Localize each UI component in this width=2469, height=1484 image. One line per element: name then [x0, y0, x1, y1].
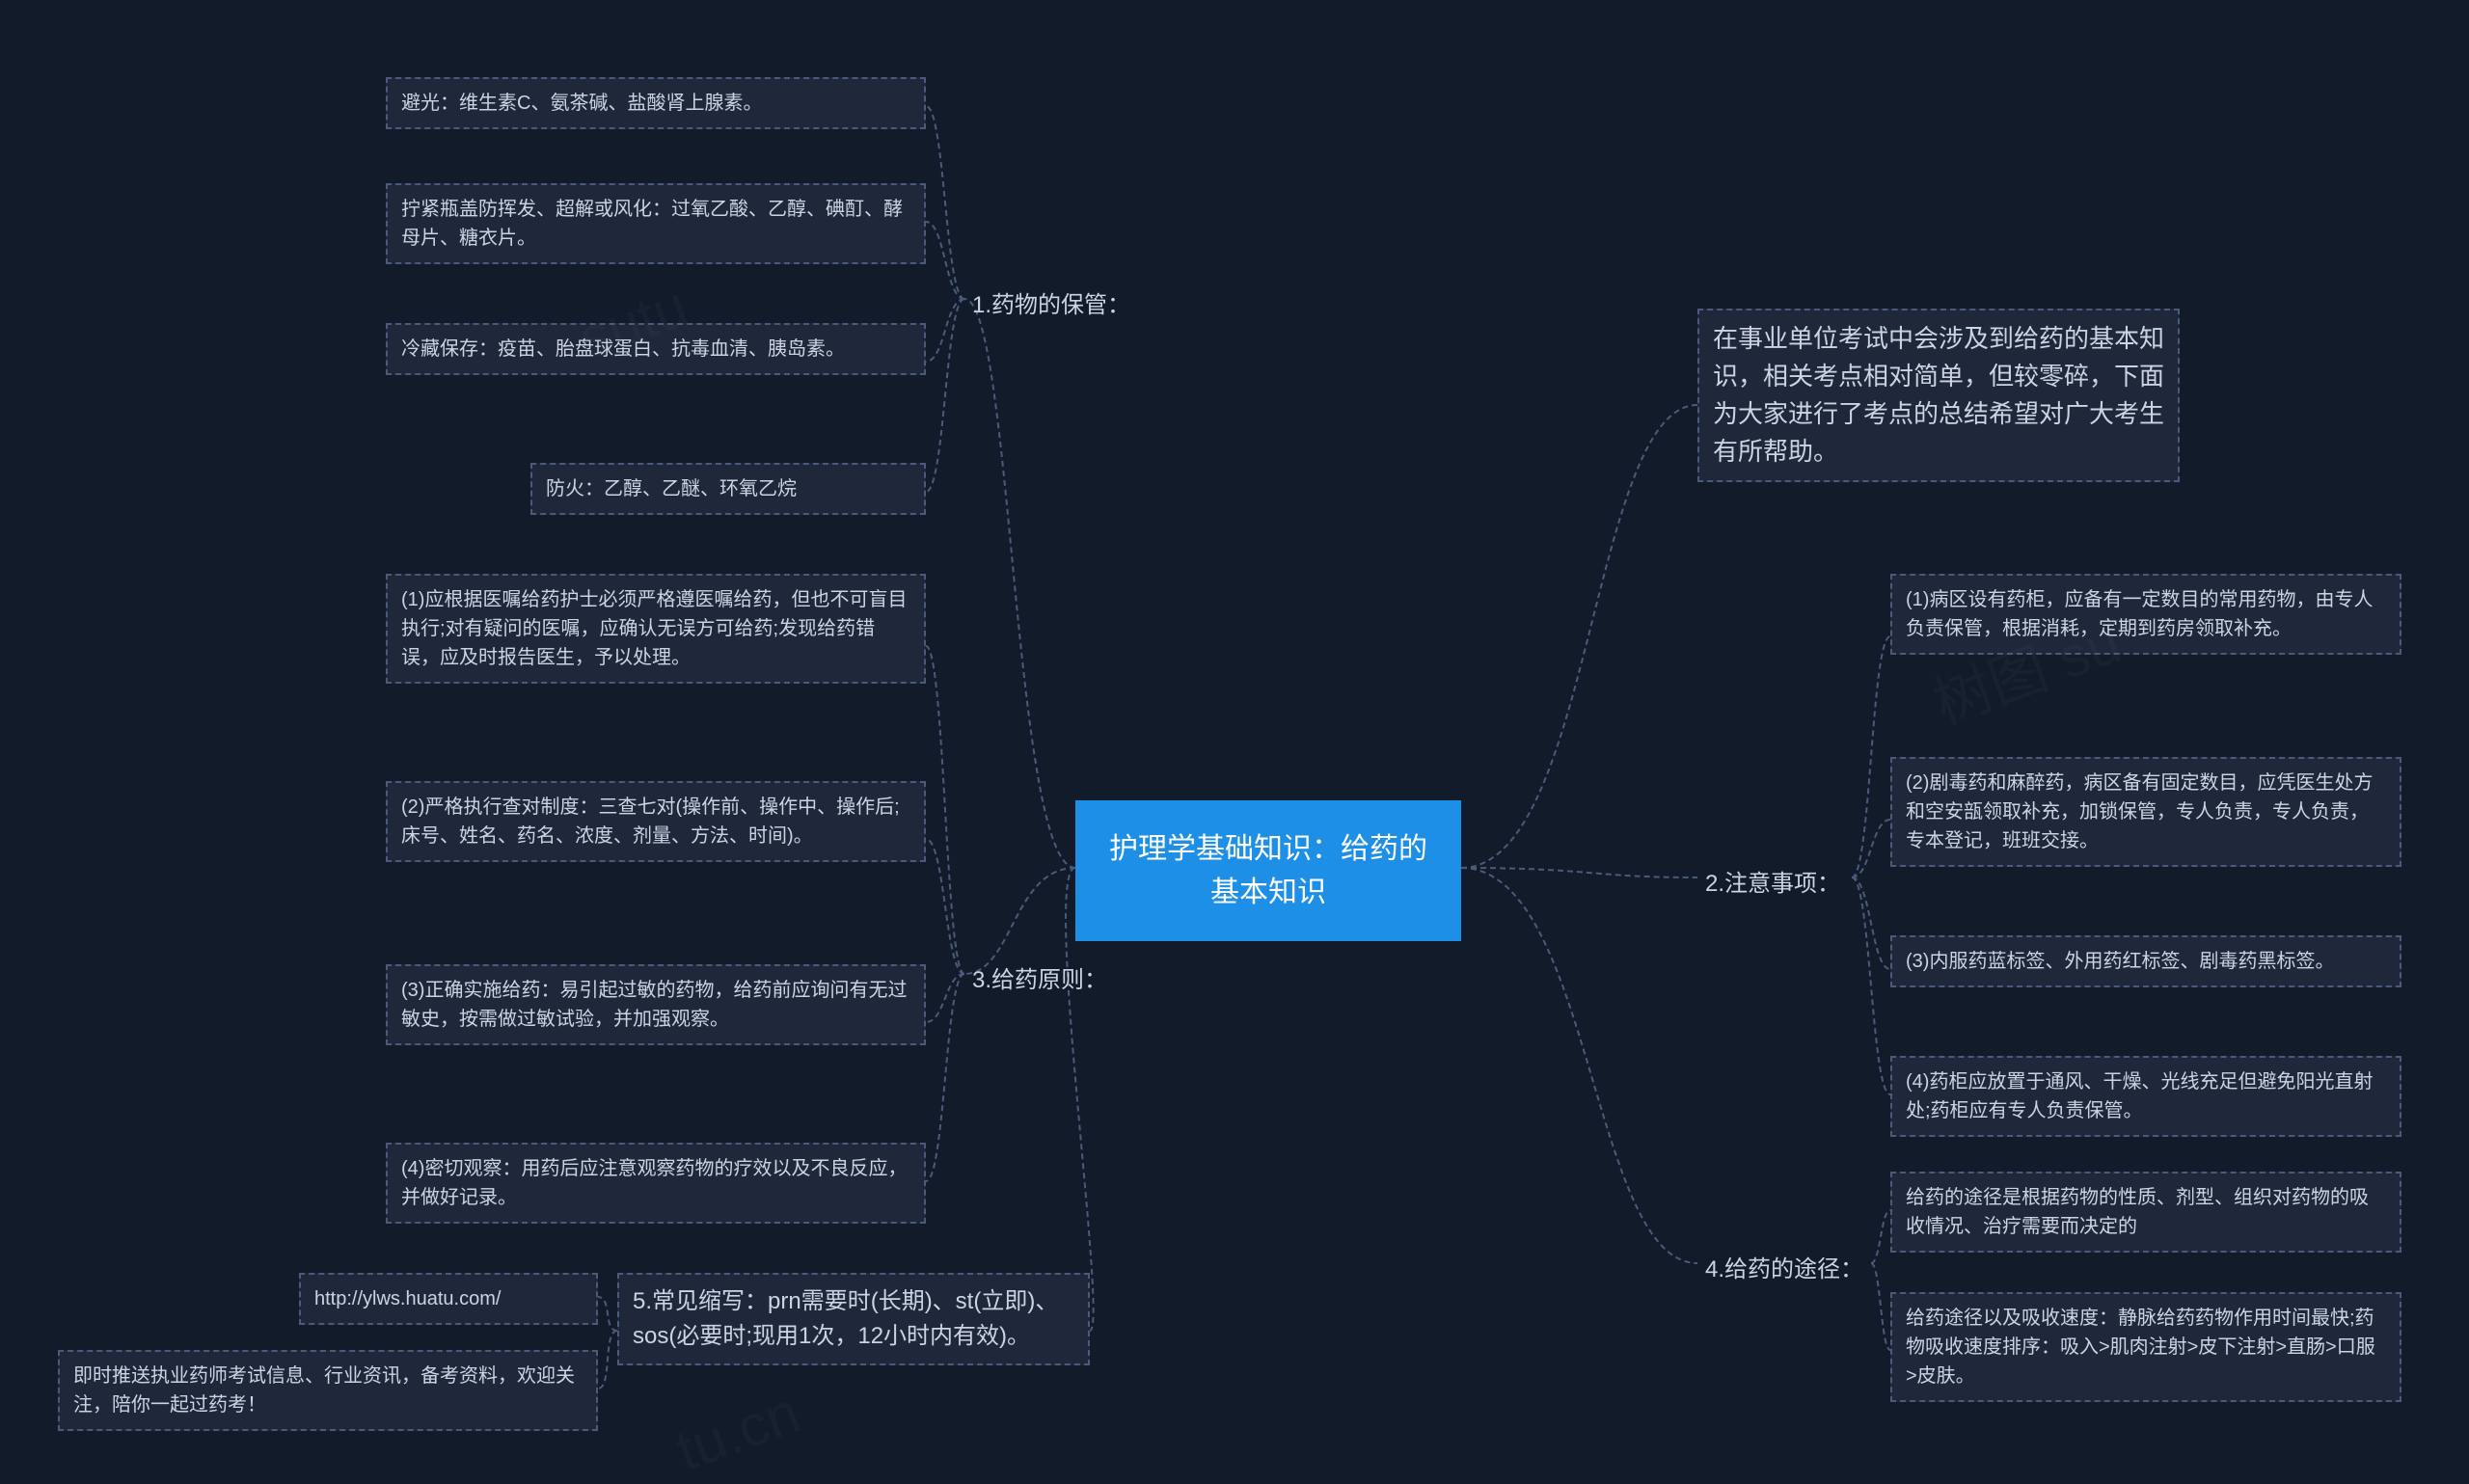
principle-item-3: (4)密切观察：用药后应注意观察药物的疗效以及不良反应，并做好记录。: [386, 1143, 926, 1224]
abbrev-link: http://ylws.huatu.com/: [299, 1273, 598, 1325]
caution-item-3: (4)药柜应放置于通风、干燥、光线充足但避免阳光直射处;药柜应有专人负责保管。: [1890, 1056, 2401, 1137]
route-item-1: 给药途径以及吸收速度：静脉给药药物作用时间最快;药物吸收速度排序：吸入>肌肉注射…: [1890, 1292, 2401, 1402]
storage-item-3: 防火：乙醇、乙醚、环氧乙烷: [530, 463, 926, 515]
branch-abbrev: 5.常见缩写：prn需要时(长期)、st(立即)、sos(必要时;现用1次，12…: [617, 1273, 1090, 1365]
branch-principles: 3.给药原则：: [964, 955, 1115, 1000]
center-topic: 护理学基础知识：给药的基本知识: [1075, 800, 1461, 941]
watermark: tu.cn: [667, 1379, 808, 1484]
abbrev-promo: 即时推送执业药师考试信息、行业资讯，备考资料，欢迎关注，陪你一起过药考！: [58, 1350, 598, 1431]
principle-item-2: (3)正确实施给药：易引起过敏的药物，给药前应询问有无过敏史，按需做过敏试验，并…: [386, 964, 926, 1045]
storage-item-0: 避光：维生素C、氨茶碱、盐酸肾上腺素。: [386, 77, 926, 129]
caution-item-0: (1)病区设有药柜，应备有一定数目的常用药物，由专人负责保管，根据消耗，定期到药…: [1890, 574, 2401, 655]
principle-item-0: (1)应根据医嘱给药护士必须严格遵医嘱给药，但也不可盲目执行;对有疑问的医嘱，应…: [386, 574, 926, 684]
branch-storage: 1.药物的保管：: [964, 280, 1138, 325]
branch-caution: 2.注意事项：: [1697, 858, 1848, 904]
storage-item-2: 冷藏保存：疫苗、胎盘球蛋白、抗毒血清、胰岛素。: [386, 323, 926, 375]
caution-item-1: (2)剧毒药和麻醉药，病区备有固定数目，应凭医生处方和空安瓿领取补充，加锁保管，…: [1890, 757, 2401, 867]
principle-item-1: (2)严格执行查对制度：三查七对(操作前、操作中、操作后;床号、姓名、药名、浓度…: [386, 781, 926, 862]
branch-route: 4.给药的途径：: [1697, 1244, 1871, 1289]
caution-item-2: (3)内服药蓝标签、外用药红标签、剧毒药黑标签。: [1890, 935, 2401, 987]
intro-note: 在事业单位考试中会涉及到给药的基本知识，相关考点相对简单，但较零碎，下面为大家进…: [1697, 309, 2180, 482]
storage-item-1: 拧紧瓶盖防挥发、超解或风化：过氧乙酸、乙醇、碘酊、酵母片、糖衣片。: [386, 183, 926, 264]
route-item-0: 给药的途径是根据药物的性质、剂型、组织对药物的吸收情况、治疗需要而决定的: [1890, 1172, 2401, 1253]
